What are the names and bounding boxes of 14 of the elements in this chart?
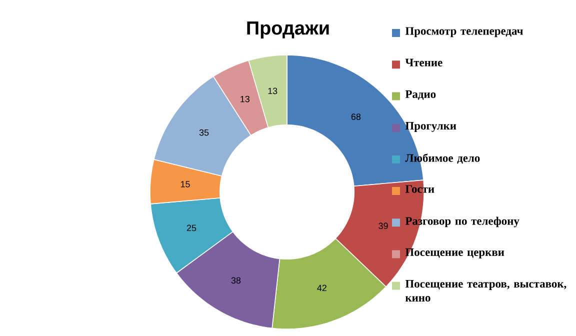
data-label: 68 [351,114,361,120]
data-label: 39 [378,222,388,230]
data-label: 13 [240,96,250,102]
data-label: 13 [268,88,278,94]
legend-label: Просмотр телепередач [405,27,523,38]
data-label: 15 [180,181,190,188]
legend-label: Чтение [405,58,442,66]
data-label: 42 [317,284,326,292]
data-label: 38 [231,277,241,284]
chart-title: Продажи [247,22,329,38]
data-label: 35 [199,129,209,136]
legend-label: Радио [405,90,436,100]
legend-label: Посещение театров, выставок, кино [405,280,566,302]
data-label: 25 [186,224,196,232]
